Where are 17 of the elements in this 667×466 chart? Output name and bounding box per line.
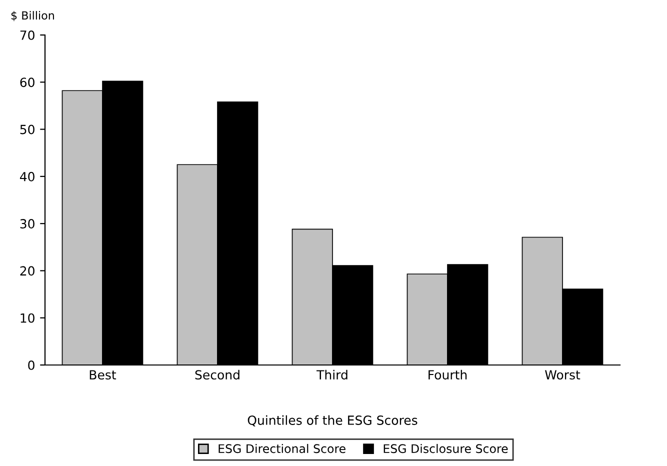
y-tick-label: 50 <box>20 124 34 134</box>
y-tick-label: 70 <box>20 30 34 40</box>
y-tick-label: 30 <box>20 219 34 228</box>
legend-label: ESG Directional Score <box>218 444 346 454</box>
x-tick-label: Third <box>316 370 348 380</box>
x-tick-label: Fourth <box>428 370 467 380</box>
y-tick-label: 60 <box>20 78 34 88</box>
x-tick-label: Worst <box>545 370 580 380</box>
y-tick-label: 0 <box>28 360 34 370</box>
y-tick-label: 20 <box>20 266 34 276</box>
x-axis-title: Quintiles of the ESG Scores <box>248 415 418 426</box>
legend-label: ESG Disclosure Score <box>384 444 508 454</box>
x-tick-label: Best <box>90 370 116 380</box>
y-axis-title: $ Billion <box>11 11 54 22</box>
x-tick-label: Second <box>195 370 240 380</box>
y-tick-label: 40 <box>20 172 34 182</box>
y-tick-label: 10 <box>20 313 34 323</box>
